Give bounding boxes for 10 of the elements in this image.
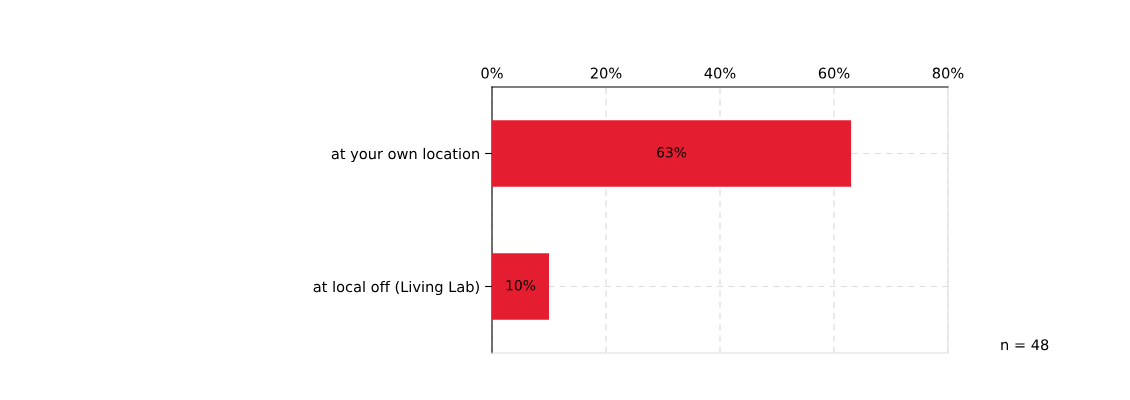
y-tick-label: at your own location [331,147,479,163]
data-label: 10% [506,280,536,291]
x-tick-label: 40% [704,67,736,79]
text: n = 48 [1001,339,1049,351]
x-tick-label: 0% [481,67,503,79]
data-label: 63% [657,147,687,158]
x-tick-label: 60% [818,67,850,79]
x-tick-label: 20% [590,67,622,79]
x-tick-label: 80% [932,67,964,79]
y-tick-label: at local off (Living Lab) [313,280,479,296]
